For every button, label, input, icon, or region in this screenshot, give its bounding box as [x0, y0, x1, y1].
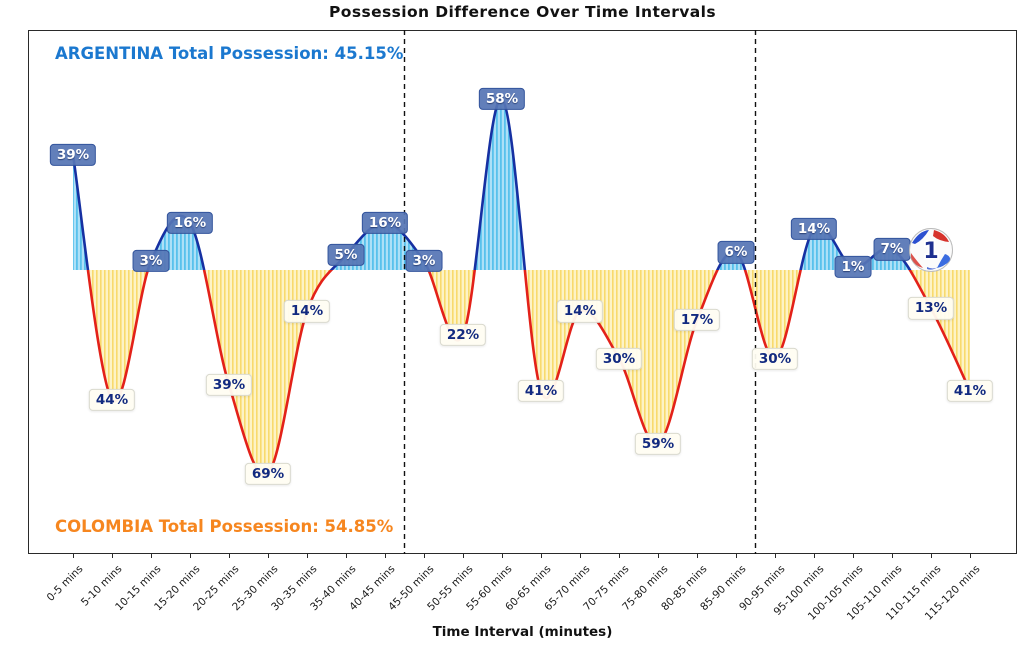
x-tickmark — [502, 554, 504, 558]
x-tickmark — [268, 554, 270, 558]
x-tickmark — [346, 554, 348, 558]
data-label-badge: 44% — [88, 388, 136, 411]
data-label-badge: 7% — [873, 238, 911, 261]
chart-title: Possession Difference Over Time Interval… — [329, 3, 716, 21]
x-tickmark — [931, 554, 933, 558]
x-tickmark — [307, 554, 309, 558]
plot-area — [28, 30, 1017, 554]
x-tickmark — [112, 554, 114, 558]
x-axis-label: Time Interval (minutes) — [432, 624, 613, 640]
data-label-badge: 14% — [790, 217, 838, 240]
data-label-badge: 14% — [283, 300, 331, 323]
data-label-badge: 6% — [717, 241, 755, 264]
data-label-badge: 17% — [673, 309, 721, 332]
x-tickmark — [541, 554, 543, 558]
argentina-total-possession: ARGENTINA Total Possession: 45.15% — [55, 44, 404, 63]
data-label-badge: 16% — [361, 211, 409, 234]
x-tickmark — [151, 554, 153, 558]
x-tickmark — [73, 554, 75, 558]
data-label-badge: 41% — [517, 379, 565, 403]
x-tickmark — [580, 554, 582, 558]
data-label-badge: 16% — [166, 211, 214, 234]
data-label-badge: 3% — [132, 250, 170, 273]
colombia-total-possession: COLOMBIA Total Possession: 54.85% — [55, 517, 394, 536]
data-label-badge: 14% — [556, 300, 604, 323]
data-label-badge: 3% — [405, 250, 443, 273]
x-tickmark — [229, 554, 231, 558]
data-label-badge: 69% — [244, 462, 292, 485]
x-tickmark — [190, 554, 192, 558]
data-label-badge: 30% — [751, 347, 799, 370]
x-tickmark — [463, 554, 465, 558]
data-label-badge: 59% — [634, 432, 682, 456]
data-label-badge: 39% — [205, 373, 253, 397]
data-label-badge: 1% — [834, 255, 872, 279]
x-tickmark — [658, 554, 660, 558]
goal-ball-icon: 1 — [908, 227, 954, 277]
x-tickmark — [814, 554, 816, 558]
data-label-badge: 58% — [478, 87, 526, 110]
x-tickmark — [892, 554, 894, 558]
x-tickmark — [736, 554, 738, 558]
x-tickmark — [697, 554, 699, 558]
data-label-badge: 41% — [946, 379, 994, 403]
x-tickmark — [424, 554, 426, 558]
data-label-badge: 30% — [595, 347, 643, 370]
svg-text:1: 1 — [923, 239, 938, 264]
x-tickmark — [775, 554, 777, 558]
x-tickmark — [385, 554, 387, 558]
data-label-badge: 5% — [327, 244, 365, 267]
data-label-badge: 39% — [49, 143, 97, 167]
data-label-badge: 22% — [439, 323, 487, 346]
x-tickmark — [619, 554, 621, 558]
x-tickmark — [970, 554, 972, 558]
x-tickmark — [853, 554, 855, 558]
data-label-badge: 13% — [907, 297, 955, 320]
